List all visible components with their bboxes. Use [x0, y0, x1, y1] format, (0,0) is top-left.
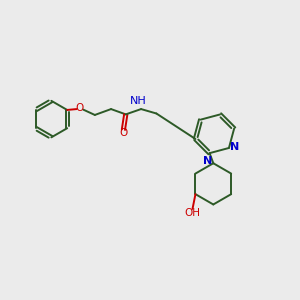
Text: N: N [203, 156, 213, 166]
Text: NH: NH [130, 96, 147, 106]
Text: O: O [75, 103, 84, 113]
Text: OH: OH [184, 208, 200, 218]
Text: O: O [119, 128, 128, 138]
Text: N: N [230, 142, 239, 152]
